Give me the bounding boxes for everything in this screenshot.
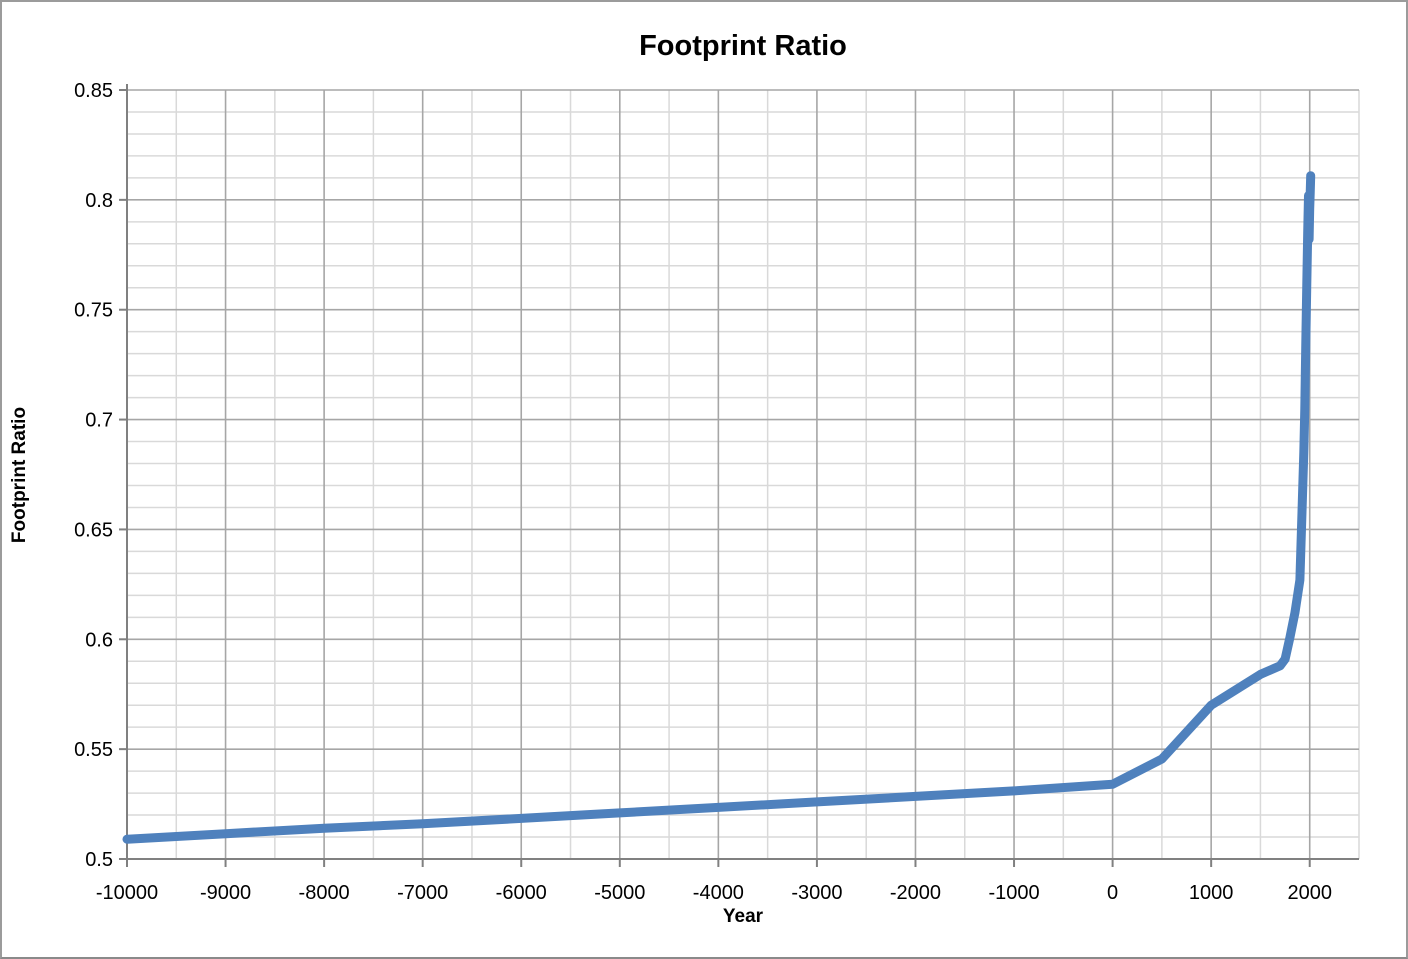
x-tick-label: -10000 xyxy=(96,882,158,904)
y-tick-label: 0.7 xyxy=(85,410,113,432)
x-tick-label: 1000 xyxy=(1189,882,1234,904)
x-tick-label: -6000 xyxy=(496,882,547,904)
x-tick-label: -1000 xyxy=(988,882,1039,904)
y-tick-label: 0.5 xyxy=(85,849,113,871)
x-tick-label: -4000 xyxy=(693,882,744,904)
x-tick-label: -8000 xyxy=(299,882,350,904)
x-tick-label: -3000 xyxy=(791,882,842,904)
series-line xyxy=(122,171,1316,844)
chart-title: Footprint Ratio xyxy=(639,30,847,62)
y-tick-label: 0.8 xyxy=(85,190,113,212)
y-tick-label: 0.65 xyxy=(74,519,113,541)
y-tick-label: 0.55 xyxy=(74,739,113,761)
y-tick-label: 0.6 xyxy=(85,629,113,651)
x-tick-label: -2000 xyxy=(890,882,941,904)
y-tick-label: 0.75 xyxy=(74,300,113,322)
x-tick-label: -5000 xyxy=(594,882,645,904)
y-tick-label: 0.85 xyxy=(74,80,113,102)
x-tick-label: 0 xyxy=(1107,882,1118,904)
x-tick-label: -7000 xyxy=(397,882,448,904)
x-tick-label: -9000 xyxy=(200,882,251,904)
x-tick-label: 2000 xyxy=(1287,882,1332,904)
x-axis-title: Year xyxy=(722,906,764,927)
